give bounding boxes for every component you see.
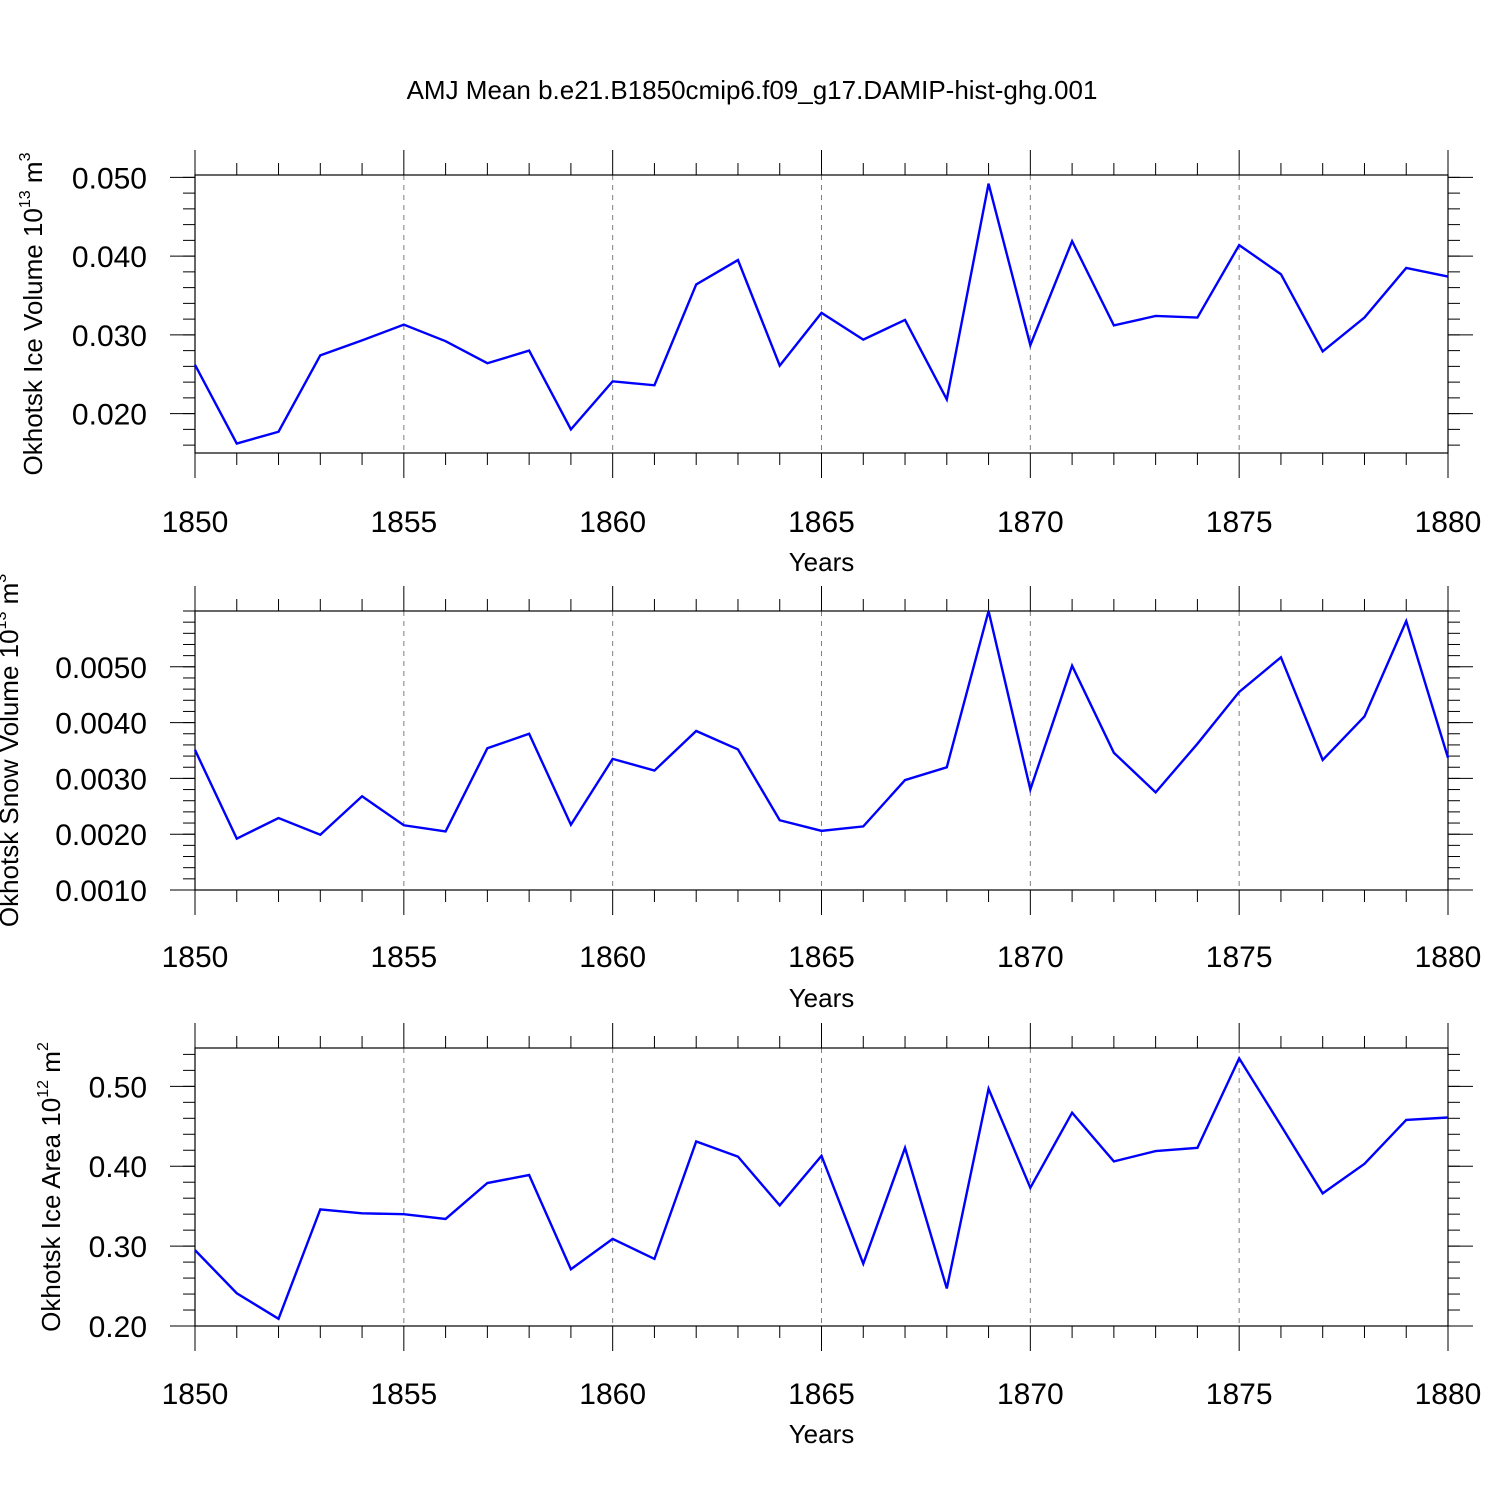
- snow-volume-y-axis-title: Okhotsk Snow Volume 1013 m3: [0, 574, 24, 927]
- ice-volume-y-tick-label: 0.040: [72, 241, 147, 274]
- ice-volume-y-axis-title: Okhotsk Ice Volume 1013 m3: [17, 152, 48, 475]
- ice-volume-x-tick-label: 1870: [997, 506, 1064, 539]
- ice-area-x-tick-label: 1855: [370, 1378, 437, 1411]
- snow-volume-panel: 0.0010 0.0020 0.0030 0.0040 0.0050 1850 1855 18…: [0, 574, 1481, 1013]
- snow-volume-y-tick-label: 0.0020: [55, 819, 147, 852]
- ice-volume-y-tick-label: 0.030: [72, 320, 147, 353]
- snow-volume-y-tick-label: 0.0040: [55, 708, 147, 741]
- ice-volume-x-tick-label: 1865: [788, 506, 855, 539]
- ice-area-y-tick-label: 0.50: [89, 1071, 147, 1104]
- ice-volume-x-tick-label: 1880: [1415, 506, 1482, 539]
- snow-volume-x-tick-label: 1855: [370, 941, 437, 974]
- snow-volume-x-axis-title: Years: [789, 983, 855, 1013]
- ice-area-y-tick-label: 0.30: [89, 1231, 147, 1264]
- ice-area-x-tick-label: 1880: [1415, 1378, 1482, 1411]
- snow-volume-x-tick-label: 1870: [997, 941, 1064, 974]
- ice-area-x-tick-label: 1875: [1206, 1378, 1273, 1411]
- ice-area-y-tick-label: 0.40: [89, 1151, 147, 1184]
- snow-volume-x-tick-label: 1860: [579, 941, 646, 974]
- ice-area-series-line: [194, 1055, 1449, 1321]
- ice-volume-x-tick-label: 1850: [162, 506, 229, 539]
- snow-volume-x-tick-label: 1865: [788, 941, 855, 974]
- chart-title: AMJ Mean b.e21.B1850cmip6.f09_g17.DAMIP-…: [407, 75, 1098, 105]
- ice-volume-x-axis-title: Years: [789, 547, 855, 577]
- ice-volume-panel: 0.020 0.030 0.040 0.050 1850 1855 1860 1865 1870…: [17, 150, 1481, 577]
- snow-volume-y-tick-label: 0.0030: [55, 763, 147, 796]
- ice-volume-series-line: [193, 183, 1449, 445]
- ice-volume-y-tick-label: 0.020: [72, 399, 147, 432]
- ice-area-panel: 0.20 0.30 0.40 0.50 1850 1855 1860 1865 1870 1875…: [35, 1023, 1481, 1449]
- ice-volume-y-tick-label: 0.050: [72, 162, 147, 195]
- ice-area-x-tick-label: 1865: [788, 1378, 855, 1411]
- snow-volume-series-line: [193, 610, 1450, 841]
- ice-area-y-tick-label: 0.20: [89, 1311, 147, 1344]
- ice-volume-x-tick-label: 1875: [1206, 506, 1273, 539]
- ice-area-x-tick-label: 1860: [579, 1378, 646, 1411]
- snow-volume-y-tick-label: 0.0050: [55, 652, 147, 685]
- snow-volume-x-tick-label: 1880: [1415, 941, 1482, 974]
- snow-volume-y-tick-label: 0.0010: [55, 875, 147, 908]
- ice-area-x-tick-label: 1850: [162, 1378, 229, 1411]
- ice-area-y-axis-title: Okhotsk Ice Area 1012 m2: [35, 1042, 66, 1332]
- ice-volume-x-tick-label: 1855: [370, 506, 437, 539]
- snow-volume-x-tick-label: 1875: [1206, 941, 1273, 974]
- ice-area-x-axis-title: Years: [789, 1419, 855, 1449]
- ice-area-x-tick-label: 1870: [997, 1378, 1064, 1411]
- ice-volume-x-tick-label: 1860: [579, 506, 646, 539]
- snow-volume-x-tick-label: 1850: [162, 941, 229, 974]
